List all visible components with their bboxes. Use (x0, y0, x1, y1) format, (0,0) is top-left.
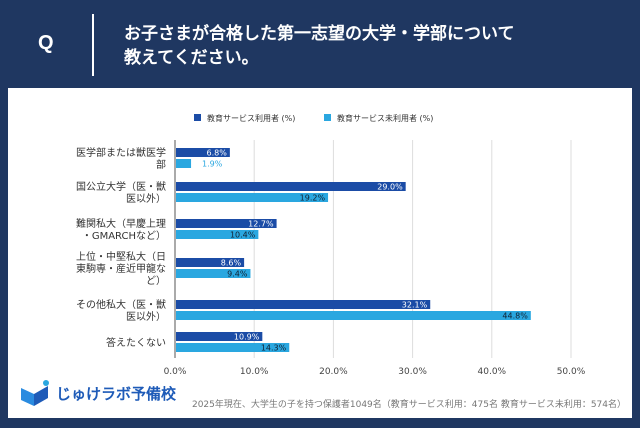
bar (176, 300, 431, 309)
logo-text: じゅけラボ予備校 (56, 384, 177, 403)
x-tick-label: 20.0% (319, 367, 348, 377)
data-label: 8.6% (221, 259, 242, 268)
data-label: 10.9% (234, 333, 260, 342)
legend-swatch (324, 114, 331, 121)
data-label: 10.4% (230, 231, 256, 240)
category-label: ・GMARCHなど） (82, 230, 166, 242)
category-label: 部 (156, 158, 166, 171)
category-label: 医以外） (126, 193, 166, 205)
x-tick-label: 50.0% (557, 367, 586, 377)
bar (176, 343, 290, 352)
bar (176, 182, 406, 191)
question-title: お子さまが合格した第一志望の大学・学部について 教えてください。 (124, 22, 624, 70)
bar (176, 148, 230, 157)
legend-swatch (194, 114, 201, 121)
data-label: 32.1% (402, 301, 428, 310)
data-label: 6.8% (207, 149, 228, 158)
bar (176, 230, 259, 239)
category-label: 国公立大学（医・獣 (76, 180, 166, 193)
x-tick-label: 30.0% (398, 367, 427, 377)
bar (176, 311, 531, 320)
category-label: 医学部または獣医学 (76, 146, 166, 159)
bar (176, 219, 277, 228)
legend-label: 教育サービス利用者 (%) (207, 113, 295, 123)
data-label: 44.8% (502, 312, 528, 321)
chart-card (8, 88, 632, 418)
bar (176, 258, 245, 267)
title-line-2: 教えてください。 (124, 48, 259, 68)
logo: じゅけラボ予備校 (18, 378, 176, 408)
data-label: 19.2% (300, 194, 326, 203)
bar (176, 193, 329, 202)
x-tick-label: 40.0% (478, 367, 507, 377)
title-line-1: お子さまが合格した第一志望の大学・学部について (124, 24, 515, 44)
data-label: 14.3% (261, 344, 287, 353)
book-logo-icon (21, 380, 49, 406)
data-label: 9.4% (227, 270, 248, 279)
category-label: 東駒専・産近甲龍な (76, 262, 166, 275)
category-label: 難関私大（早慶上理 (76, 217, 166, 230)
category-label: 医以外） (126, 311, 166, 323)
category-label: 答えたくない (106, 336, 166, 349)
q-label: Q (38, 32, 54, 54)
category-label: その他私大（医・獣 (76, 298, 166, 311)
data-label: 1.9% (202, 160, 223, 169)
bar (176, 159, 192, 168)
x-tick-label: 0.0% (164, 367, 187, 377)
legend-label: 教育サービス未利用者 (%) (337, 113, 433, 123)
data-label: 29.0% (377, 183, 403, 192)
bar (176, 269, 251, 278)
header-divider (92, 14, 94, 76)
bar (176, 332, 263, 341)
category-label: ど） (146, 275, 166, 287)
category-label: 上位・中堅私大（日 (76, 250, 166, 263)
data-label: 12.7% (248, 220, 274, 229)
source-note: 2025年現在、大学生の子を持つ保護者1049名（教育サービス利用：475名 教… (191, 400, 626, 410)
x-tick-label: 10.0% (240, 367, 269, 377)
